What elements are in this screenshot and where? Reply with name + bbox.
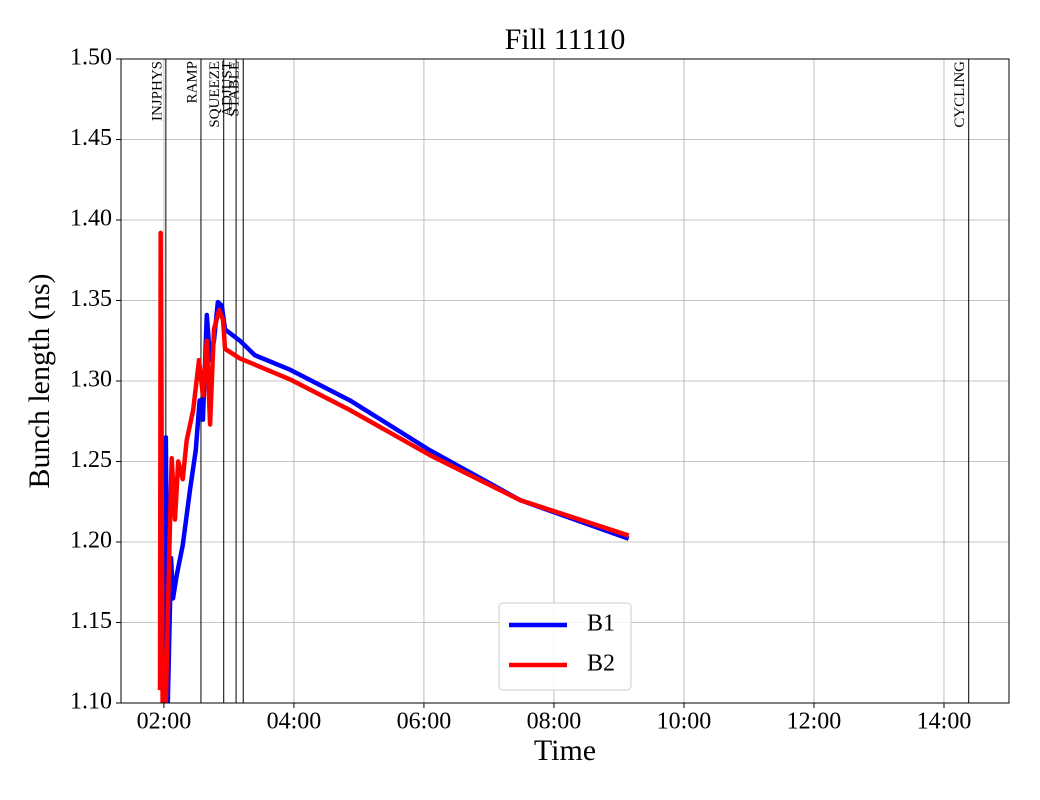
phase-label: SQUEEZE [207,61,223,128]
x-tick-label: 12:00 [787,709,842,735]
x-tick-label: 04:00 [267,709,322,735]
y-axis-label: Bunch length (ns) [23,274,56,489]
x-tick-label: 02:00 [137,709,192,735]
legend-label: B2 [587,651,615,677]
legend-label: B1 [587,611,615,637]
y-tick-label: 1.45 [70,125,112,151]
phase-label: INJPHYS [149,61,165,121]
y-tick-label: 1.15 [70,608,112,634]
y-tick-label: 1.40 [70,206,112,232]
y-tick-label: 1.10 [70,689,112,715]
series-line [157,230,630,703]
y-tick-label: 1.35 [70,286,112,312]
x-tick-label: 06:00 [397,709,452,735]
phase-label: RAMP [184,61,200,104]
x-axis-label: Time [534,734,596,767]
phase-label: STABLE [227,61,243,116]
y-tick-label: 1.50 [70,45,112,71]
y-tick-label: 1.20 [70,528,112,554]
x-tick-label: 10:00 [657,709,712,735]
plot-frame [120,58,1010,704]
chart-title: Fill 11110 [505,23,626,56]
x-tick-label: 08:00 [527,709,582,735]
phase-label: ADJUST [220,61,236,117]
phase-label: CYCLING [952,61,968,128]
plot-area [157,230,630,703]
y-tick-label: 1.30 [70,367,112,393]
x-tick-label: 14:00 [917,709,972,735]
y-tick-label: 1.25 [70,447,112,473]
